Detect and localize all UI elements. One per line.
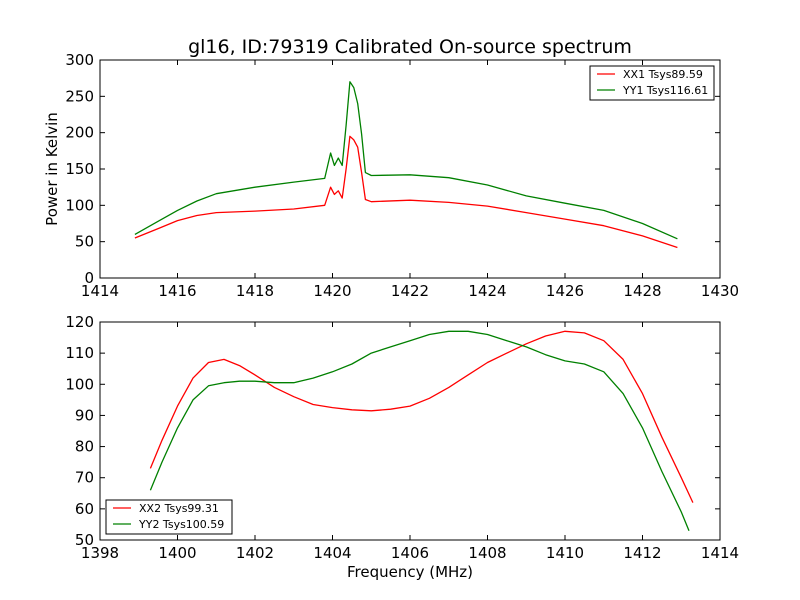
y-tick-label: 110 [65, 344, 94, 362]
legend-label-yy2: YY2 Tsys100.59 [138, 518, 224, 531]
y-tick-label: 0 [84, 269, 94, 287]
bottom-plot-legend: XX2 Tsys99.31 YY2 Tsys100.59 [105, 499, 233, 535]
x-tick-label: 1406 [391, 544, 429, 562]
y-tick-label: 100 [65, 375, 94, 393]
bottom-plot-ticks: 1398 1400 1402 1404 1406 1408 1410 1412 1414 50 60… [65, 313, 739, 562]
x-tick-label: 1430 [701, 282, 739, 300]
x-tick-label: 1398 [81, 544, 119, 562]
y-tick-label: 150 [65, 160, 94, 178]
y-tick-label: 60 [75, 500, 94, 518]
x-tick-label: 1422 [391, 282, 429, 300]
legend-box [589, 65, 715, 101]
y-tick-label: 80 [75, 438, 94, 456]
y-tick-label: 50 [75, 531, 94, 549]
top-plot-ylabel: Power in Kelvin [43, 112, 61, 226]
x-tick-label: 1424 [468, 282, 506, 300]
bottom-spectrum-plot: 1398 1400 1402 1404 1406 1408 1410 1412 1414 50 60… [65, 313, 739, 562]
bottom-plot-lines [149, 330, 694, 531]
x-tick-label: 1408 [468, 544, 506, 562]
figure-xlabel: Frequency (MHz) [347, 563, 473, 581]
legend-box [105, 499, 233, 535]
y-tick-label: 50 [75, 233, 94, 251]
top-plot-ticks: 1414 1416 1418 1420 1422 1424 1426 1428 1430 0 50 1… [65, 51, 739, 300]
x-tick-label: 1420 [313, 282, 351, 300]
x-tick-label: 1412 [623, 544, 661, 562]
y-tick-label: 300 [65, 51, 94, 69]
x-tick-label: 1416 [158, 282, 196, 300]
x-tick-label: 1404 [313, 544, 351, 562]
top-plot-lines [134, 81, 678, 249]
figure-title: gl16, ID:79319 Calibrated On-source spec… [188, 36, 632, 58]
x-tick-label: 1402 [236, 544, 274, 562]
legend-label-xx1: XX1 Tsys89.59 [623, 68, 703, 81]
y-tick-label: 100 [65, 196, 94, 214]
x-tick-label: 1426 [546, 282, 584, 300]
top-plot-legend: XX1 Tsys89.59 YY1 Tsys116.61 [589, 65, 715, 101]
x-tick-label: 1410 [546, 544, 584, 562]
legend-label-yy1: YY1 Tsys116.61 [622, 84, 708, 97]
series-line-yy1 [134, 81, 678, 240]
x-tick-label: 1414 [81, 282, 119, 300]
series-line-xx1 [134, 135, 678, 249]
y-tick-label: 200 [65, 124, 94, 142]
x-tick-label: 1428 [623, 282, 661, 300]
y-tick-label: 250 [65, 87, 94, 105]
y-tick-label: 90 [75, 406, 94, 424]
y-tick-label: 70 [75, 469, 94, 487]
top-spectrum-plot: 1414 1416 1418 1420 1422 1424 1426 1428 1430 0 50 1… [43, 51, 739, 300]
series-line-xx2 [149, 330, 694, 503]
series-line-yy2 [149, 330, 690, 531]
x-tick-label: 1414 [701, 544, 739, 562]
y-tick-label: 120 [65, 313, 94, 331]
x-tick-label: 1400 [158, 544, 196, 562]
x-tick-label: 1418 [236, 282, 274, 300]
legend-label-xx2: XX2 Tsys99.31 [139, 502, 219, 515]
